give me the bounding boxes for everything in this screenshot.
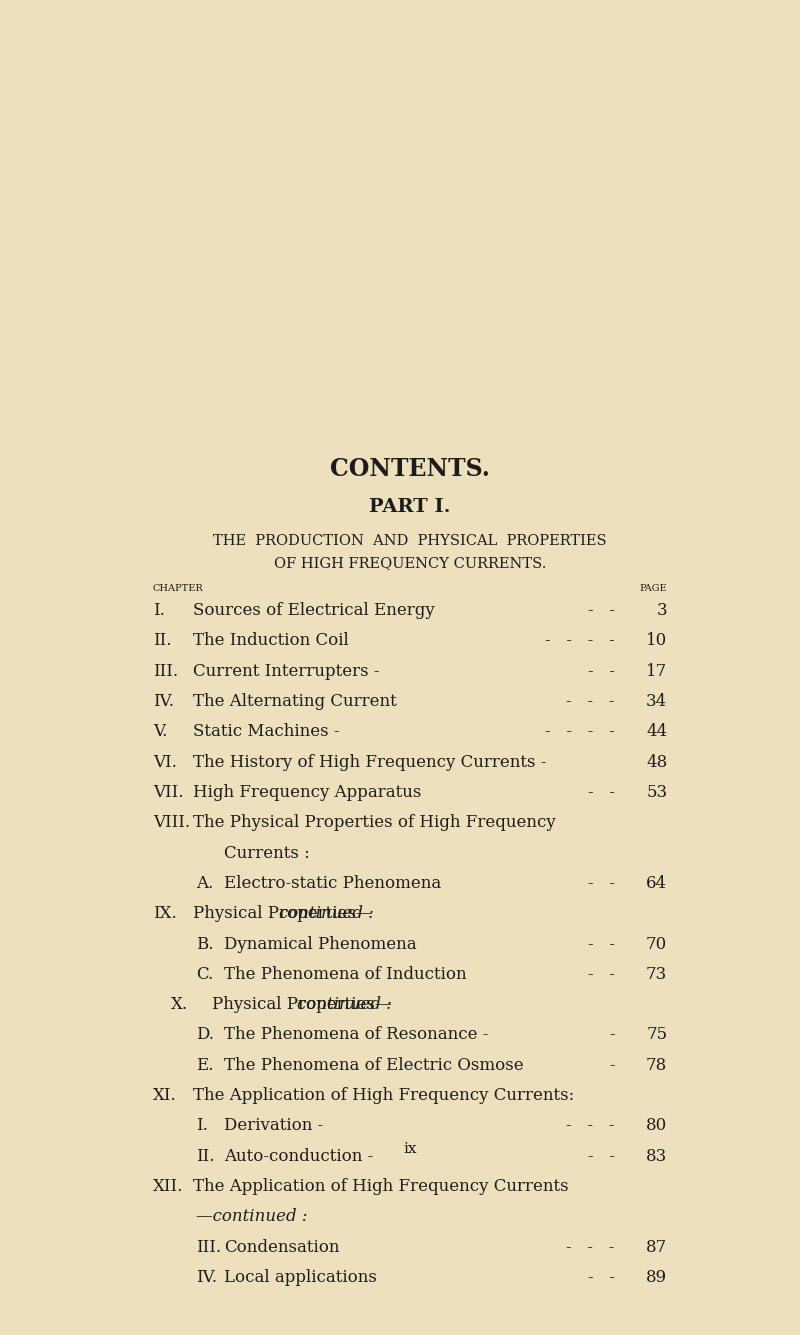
Text: Dynamical Phenomena: Dynamical Phenomena: [224, 936, 417, 952]
Text: The Phenomena of Electric Osmose: The Phenomena of Electric Osmose: [224, 1057, 524, 1073]
Text: III.: III.: [196, 1239, 222, 1256]
Text: II.: II.: [153, 633, 171, 649]
Text: The Induction Coil: The Induction Coil: [193, 633, 349, 649]
Text: -   -: - -: [587, 965, 614, 983]
Text: Local applications: Local applications: [224, 1270, 377, 1286]
Text: Static Machines -: Static Machines -: [193, 724, 339, 740]
Text: 53: 53: [646, 784, 667, 801]
Text: Physical Properties—: Physical Properties—: [211, 996, 391, 1013]
Text: 89: 89: [646, 1270, 667, 1286]
Text: A.: A.: [196, 874, 214, 892]
Text: 80: 80: [646, 1117, 667, 1135]
Text: -   -: - -: [587, 662, 614, 680]
Text: Condensation: Condensation: [224, 1239, 339, 1256]
Text: 75: 75: [646, 1027, 667, 1044]
Text: -   -: - -: [587, 1270, 614, 1286]
Text: —continued :: —continued :: [196, 1208, 308, 1226]
Text: The Phenomena of Resonance -: The Phenomena of Resonance -: [224, 1027, 488, 1044]
Text: The Phenomena of Induction: The Phenomena of Induction: [224, 965, 466, 983]
Text: 34: 34: [646, 693, 667, 710]
Text: PART I.: PART I.: [370, 498, 450, 515]
Text: B.: B.: [196, 936, 214, 952]
Text: Auto-conduction -: Auto-conduction -: [224, 1148, 374, 1164]
Text: The History of High Frequency Currents -: The History of High Frequency Currents -: [193, 753, 546, 770]
Text: 70: 70: [646, 936, 667, 952]
Text: X.: X.: [171, 996, 189, 1013]
Text: 3: 3: [657, 602, 667, 619]
Text: -   -   -   -: - - - -: [545, 724, 614, 740]
Text: V.: V.: [153, 724, 167, 740]
Text: I.: I.: [196, 1117, 208, 1135]
Text: IX.: IX.: [153, 905, 177, 922]
Text: CONTENTS.: CONTENTS.: [330, 457, 490, 481]
Text: IV.: IV.: [153, 693, 174, 710]
Text: VII.: VII.: [153, 784, 183, 801]
Text: continued :: continued :: [297, 996, 392, 1013]
Text: -   -: - -: [587, 602, 614, 619]
Text: XI.: XI.: [153, 1087, 177, 1104]
Text: II.: II.: [196, 1148, 214, 1164]
Text: -   -: - -: [587, 936, 614, 952]
Text: 64: 64: [646, 874, 667, 892]
Text: continued :: continued :: [278, 905, 374, 922]
Text: 87: 87: [646, 1239, 667, 1256]
Text: Currents :: Currents :: [224, 845, 310, 861]
Text: The Physical Properties of High Frequency: The Physical Properties of High Frequenc…: [193, 814, 556, 832]
Text: The Application of High Frequency Currents: The Application of High Frequency Curren…: [193, 1177, 569, 1195]
Text: Electro-static Phenomena: Electro-static Phenomena: [224, 874, 442, 892]
Text: 73: 73: [646, 965, 667, 983]
Text: VI.: VI.: [153, 753, 177, 770]
Text: ix: ix: [403, 1141, 417, 1156]
Text: 78: 78: [646, 1057, 667, 1073]
Text: Physical Properties—: Physical Properties—: [193, 905, 373, 922]
Text: OF HIGH FREQUENCY CURRENTS.: OF HIGH FREQUENCY CURRENTS.: [274, 557, 546, 570]
Text: XII.: XII.: [153, 1177, 183, 1195]
Text: The Alternating Current: The Alternating Current: [193, 693, 397, 710]
Text: I.: I.: [153, 602, 165, 619]
Text: -   -   -: - - -: [566, 1117, 614, 1135]
Text: High Frequency Apparatus: High Frequency Apparatus: [193, 784, 422, 801]
Text: Derivation -: Derivation -: [224, 1117, 323, 1135]
Text: -   -   -: - - -: [566, 693, 614, 710]
Text: 83: 83: [646, 1148, 667, 1164]
Text: -   -   -: - - -: [566, 1239, 614, 1256]
Text: IV.: IV.: [196, 1270, 217, 1286]
Text: E.: E.: [196, 1057, 214, 1073]
Text: CHAPTER: CHAPTER: [153, 585, 203, 593]
Text: D.: D.: [196, 1027, 214, 1044]
Text: Current Interrupters -: Current Interrupters -: [193, 662, 379, 680]
Text: THE  PRODUCTION  AND  PHYSICAL  PROPERTIES: THE PRODUCTION AND PHYSICAL PROPERTIES: [213, 534, 607, 547]
Text: The Application of High Frequency Currents:: The Application of High Frequency Curren…: [193, 1087, 574, 1104]
Text: 44: 44: [646, 724, 667, 740]
Text: -   -   -   -: - - - -: [545, 633, 614, 649]
Text: -: -: [609, 1057, 614, 1073]
Text: 17: 17: [646, 662, 667, 680]
Text: -   -: - -: [587, 1148, 614, 1164]
Text: -   -: - -: [587, 874, 614, 892]
Text: PAGE: PAGE: [640, 585, 667, 593]
Text: -: -: [609, 1027, 614, 1044]
Text: -   -: - -: [587, 784, 614, 801]
Text: C.: C.: [196, 965, 214, 983]
Text: III.: III.: [153, 662, 178, 680]
Text: 48: 48: [646, 753, 667, 770]
Text: VIII.: VIII.: [153, 814, 190, 832]
Text: Sources of Electrical Energy: Sources of Electrical Energy: [193, 602, 434, 619]
Text: 10: 10: [646, 633, 667, 649]
